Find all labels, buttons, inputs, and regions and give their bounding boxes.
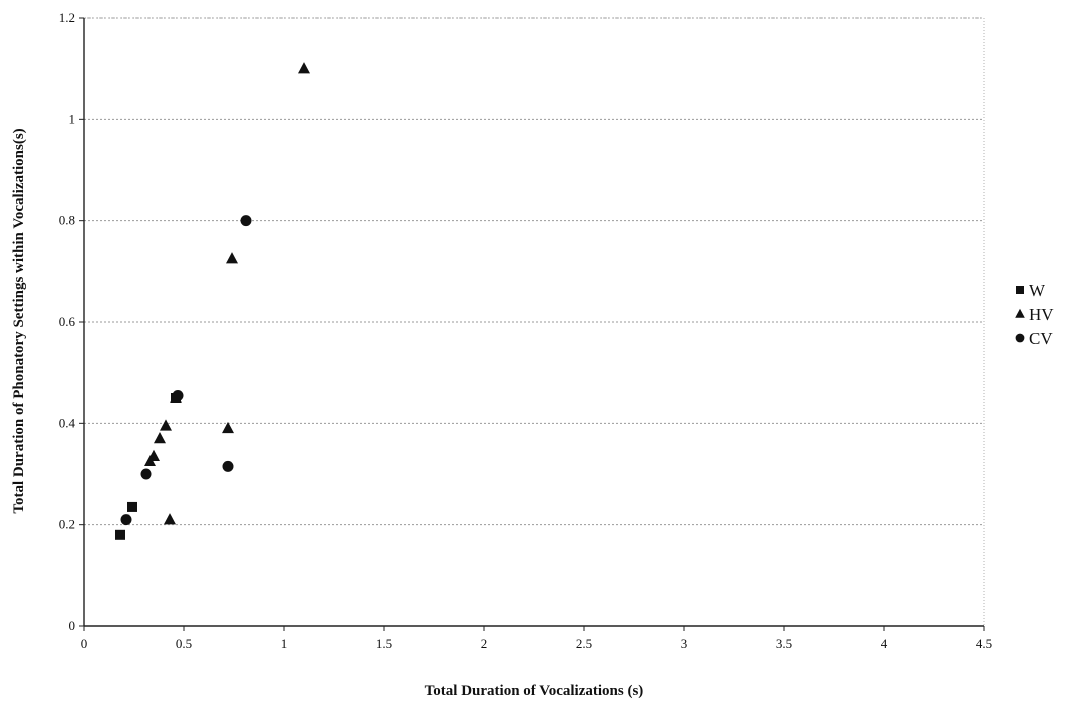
legend-marker-hv bbox=[1015, 308, 1025, 318]
cv-point bbox=[240, 215, 252, 227]
hv-point bbox=[222, 421, 234, 434]
hv-point bbox=[164, 513, 176, 525]
y-tick-label: 0 bbox=[69, 618, 76, 633]
legend-marker-w bbox=[1016, 286, 1024, 294]
hv-point bbox=[298, 62, 310, 74]
x-axis-title: Total Duration of Vocalizations (s) bbox=[425, 683, 644, 699]
legend-label-w: W bbox=[1029, 281, 1046, 300]
x-tick-label: 1.5 bbox=[376, 636, 392, 651]
x-tick-label: 0 bbox=[81, 636, 88, 651]
x-tick-label: 3.5 bbox=[776, 636, 792, 651]
cv-point bbox=[222, 460, 234, 472]
y-tick-label: 0.2 bbox=[59, 517, 75, 532]
tick-labels: 0 0.2 0.4 0.6 0.8 1 1.2 0 0.5 1 1.5 2 2.5 3 3.5 4 4.5 bbox=[59, 10, 992, 651]
y-tick-label: 0.6 bbox=[59, 314, 76, 329]
legend: W HV CV bbox=[1015, 281, 1054, 348]
x-tick-label: 2.5 bbox=[576, 636, 592, 651]
y-tick-label: 0.4 bbox=[59, 415, 76, 430]
x-tick-label: 2 bbox=[481, 636, 488, 651]
y-tick-label: 1.2 bbox=[59, 10, 75, 25]
legend-label-cv: CV bbox=[1029, 329, 1053, 348]
data-points bbox=[115, 62, 310, 540]
y-tick-label: 0.8 bbox=[59, 213, 75, 228]
x-tick-label: 1 bbox=[281, 636, 288, 651]
cv-point bbox=[172, 389, 184, 401]
hv-point bbox=[226, 252, 238, 264]
x-tick-label: 0.5 bbox=[176, 636, 192, 651]
axes-layer bbox=[79, 17, 985, 631]
y-axis-title: Total Duration of Phonatory Settings wit… bbox=[11, 128, 27, 513]
hv-point bbox=[154, 432, 166, 444]
legend-label-hv: HV bbox=[1029, 305, 1054, 324]
cv-point bbox=[140, 468, 152, 480]
w-point bbox=[127, 501, 137, 512]
hv-point bbox=[144, 454, 156, 467]
grid-layer bbox=[84, 17, 984, 526]
x-tick-label: 4 bbox=[881, 636, 888, 651]
x-tick-label: 3 bbox=[681, 636, 688, 651]
legend-marker-cv bbox=[1015, 333, 1025, 343]
w-point bbox=[115, 529, 125, 540]
x-tick-label: 4.5 bbox=[976, 636, 992, 651]
cv-point bbox=[120, 514, 132, 526]
y-tick-label: 1 bbox=[69, 111, 76, 126]
hv-point bbox=[160, 419, 172, 431]
